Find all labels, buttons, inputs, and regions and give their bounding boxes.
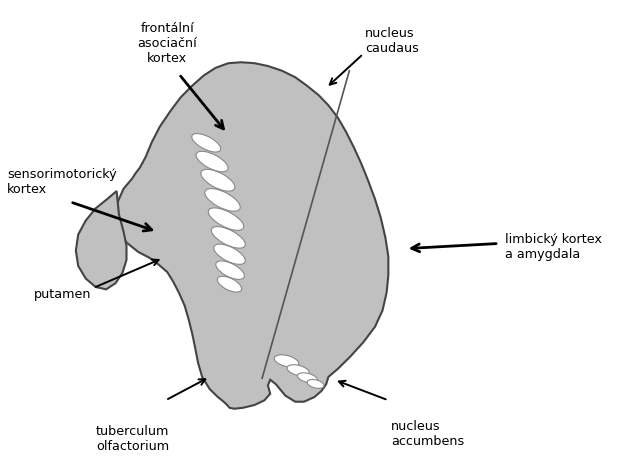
Text: limbický kortex
a amygdala: limbický kortex a amygdala [505,233,602,261]
Ellipse shape [297,373,318,383]
Ellipse shape [205,188,240,211]
Polygon shape [76,191,126,289]
Ellipse shape [192,134,221,152]
Ellipse shape [209,208,244,230]
Ellipse shape [212,227,246,248]
Ellipse shape [201,170,235,191]
Ellipse shape [213,244,246,264]
Text: nucleus
accumbens: nucleus accumbens [391,421,465,448]
Text: sensorimotorický
kortex: sensorimotorický kortex [7,168,117,195]
Text: frontální
asociační
kortex: frontální asociační kortex [138,23,197,65]
Text: tuberculum
olfactorium: tuberculum olfactorium [96,425,169,453]
Polygon shape [115,62,388,409]
Ellipse shape [275,355,299,367]
Ellipse shape [217,276,242,292]
Text: putamen: putamen [33,287,91,300]
Ellipse shape [196,151,228,172]
Ellipse shape [287,365,309,376]
Ellipse shape [216,261,244,279]
Text: nucleus
caudaus: nucleus caudaus [365,27,419,55]
Ellipse shape [307,380,324,389]
